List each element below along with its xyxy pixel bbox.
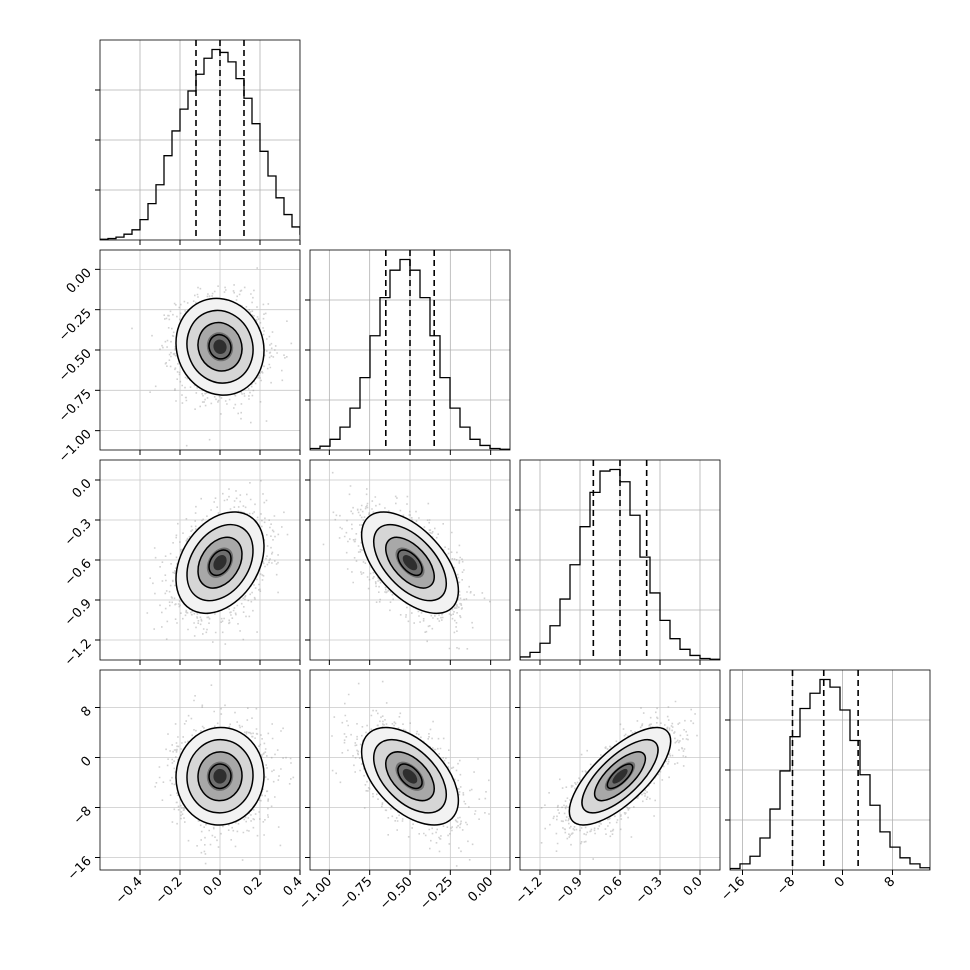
y-tick-label: −16 (65, 854, 95, 884)
contour-line (175, 511, 265, 615)
contour-line (175, 726, 265, 826)
contour-line (568, 726, 672, 826)
contour-line (372, 738, 448, 814)
contour-line (186, 738, 254, 814)
contour-line (372, 523, 448, 602)
contour-line (360, 511, 460, 615)
x-tick-label: −0.2 (153, 874, 186, 907)
contour-line (197, 321, 243, 372)
contour-line (208, 763, 232, 790)
scatter-points (146, 479, 300, 645)
contour-line (360, 726, 460, 826)
x-tick-label: −0.4 (113, 874, 146, 907)
x-tick-label: −0.3 (633, 874, 666, 907)
y-tick-label: 0 (78, 754, 94, 770)
x-tick-label: −1.2 (513, 874, 546, 907)
x-tick-label: 0 (832, 874, 848, 890)
contour-line (186, 523, 254, 602)
x-tick-label: −0.50 (377, 874, 416, 913)
contour-line (197, 536, 243, 589)
contour-line (175, 297, 265, 396)
density-fill (213, 339, 227, 355)
density-panel-4 (310, 670, 510, 870)
histogram-frame-0 (99, 39, 301, 241)
x-tick-label: −0.6 (593, 874, 626, 907)
contour-line (197, 751, 243, 802)
y-tick-label: 8 (78, 704, 94, 720)
histogram-frame-3 (729, 669, 931, 871)
x-tick-label: −8 (774, 874, 798, 898)
x-tick-label: −0.75 (337, 874, 376, 913)
y-tick-label: −0.6 (62, 556, 95, 589)
x-tick-label: −0.25 (417, 874, 456, 913)
density-frame-3 (99, 669, 301, 871)
y-tick-label: −0.3 (62, 516, 95, 549)
x-tick-label: 8 (882, 874, 898, 890)
density-panel-1 (100, 460, 300, 660)
density-panel-2 (310, 460, 510, 660)
x-tick-label: −16 (718, 874, 748, 904)
histogram-panel-2 (520, 460, 720, 660)
contour-line (385, 751, 435, 802)
histogram-step (100, 48, 300, 240)
contour-line (397, 763, 423, 790)
density-fill (402, 768, 418, 784)
contour-line (186, 309, 254, 384)
density-panel-5 (520, 670, 720, 870)
x-tick-label: 0.00 (465, 874, 496, 905)
contour-line (385, 536, 435, 589)
x-tick-label: −0.9 (553, 874, 586, 907)
density-fill (213, 555, 227, 571)
y-tick-label: −0.75 (56, 387, 95, 426)
contour-line (208, 549, 232, 577)
x-tick-label: 0.0 (201, 874, 226, 899)
y-tick-label: −0.9 (62, 596, 95, 629)
y-tick-label: −0.50 (56, 346, 95, 385)
x-tick-label: 0.2 (241, 874, 266, 899)
histogram-panel-3 (730, 670, 930, 870)
y-tick-label: 0.00 (64, 266, 95, 297)
density-panel-0 (100, 250, 300, 450)
histogram-step (730, 678, 930, 870)
contour-line (606, 763, 634, 790)
y-tick-label: 0.0 (70, 476, 95, 501)
density-fill (213, 768, 227, 784)
density-panel-3 (100, 670, 300, 870)
x-tick-label: 0.0 (681, 874, 706, 899)
contour-line (397, 549, 423, 577)
x-tick-label: −1.00 (296, 874, 335, 913)
histogram-panel-0 (100, 40, 300, 240)
contour-line (581, 738, 659, 814)
y-tick-label: −1.00 (56, 427, 95, 466)
density-fill (612, 768, 628, 784)
density-fill (402, 555, 418, 571)
y-tick-label: −1.2 (62, 636, 95, 669)
contour-line (593, 751, 647, 802)
y-tick-label: −8 (71, 804, 95, 828)
contour-line (208, 333, 232, 360)
histogram-panel-1 (310, 250, 510, 450)
y-tick-label: −0.25 (56, 306, 95, 345)
